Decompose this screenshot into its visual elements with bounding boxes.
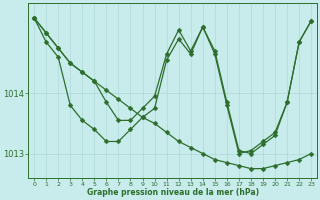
X-axis label: Graphe pression niveau de la mer (hPa): Graphe pression niveau de la mer (hPa) — [87, 188, 259, 197]
